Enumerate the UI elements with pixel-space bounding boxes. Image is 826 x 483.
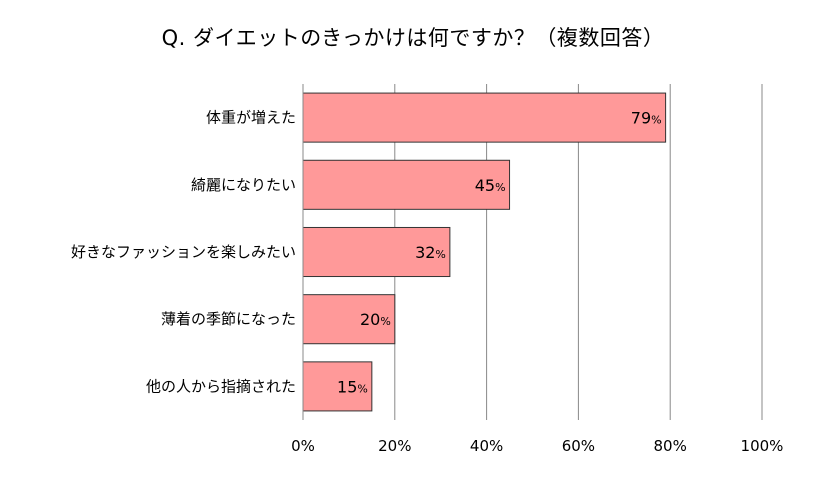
- x-tick-label: 40%: [470, 437, 503, 455]
- data-label: 32%: [415, 243, 446, 262]
- x-tick-label: 0%: [291, 437, 315, 455]
- x-axis-ticks: 0% 20% 40% 60% 80% 100%: [291, 437, 783, 455]
- x-tick-label: 20%: [378, 437, 411, 455]
- data-label: 15%: [337, 377, 368, 396]
- x-tick-label: 80%: [654, 437, 687, 455]
- data-label: 45%: [475, 176, 506, 195]
- bar: [302, 294, 396, 345]
- category-label: 他の人から指摘された: [146, 377, 296, 395]
- bar: [302, 226, 451, 278]
- category-label: 好きなファッションを楽しみたい: [71, 243, 296, 261]
- data-label: 79%: [631, 109, 662, 128]
- data-label: 20%: [360, 310, 391, 329]
- x-tick-label: 100%: [741, 437, 784, 455]
- bar: [302, 92, 667, 143]
- category-label: 綺麗になりたい: [191, 176, 296, 194]
- category-label: 薄着の季節になった: [161, 310, 296, 328]
- category-labels: 体重が増えた綺麗になりたい好きなファッションを楽しみたい薄着の季節になった他の人…: [71, 109, 296, 396]
- x-tick-label: 60%: [562, 437, 595, 455]
- chart-title: Q. ダイエットのきっかけは何ですか？（複数回答）: [161, 26, 665, 50]
- bar: [302, 361, 373, 412]
- data-labels: 79% 45% 32% 20% 15%: [337, 109, 662, 397]
- category-label: 体重が増えた: [206, 109, 296, 127]
- bars: [302, 92, 667, 412]
